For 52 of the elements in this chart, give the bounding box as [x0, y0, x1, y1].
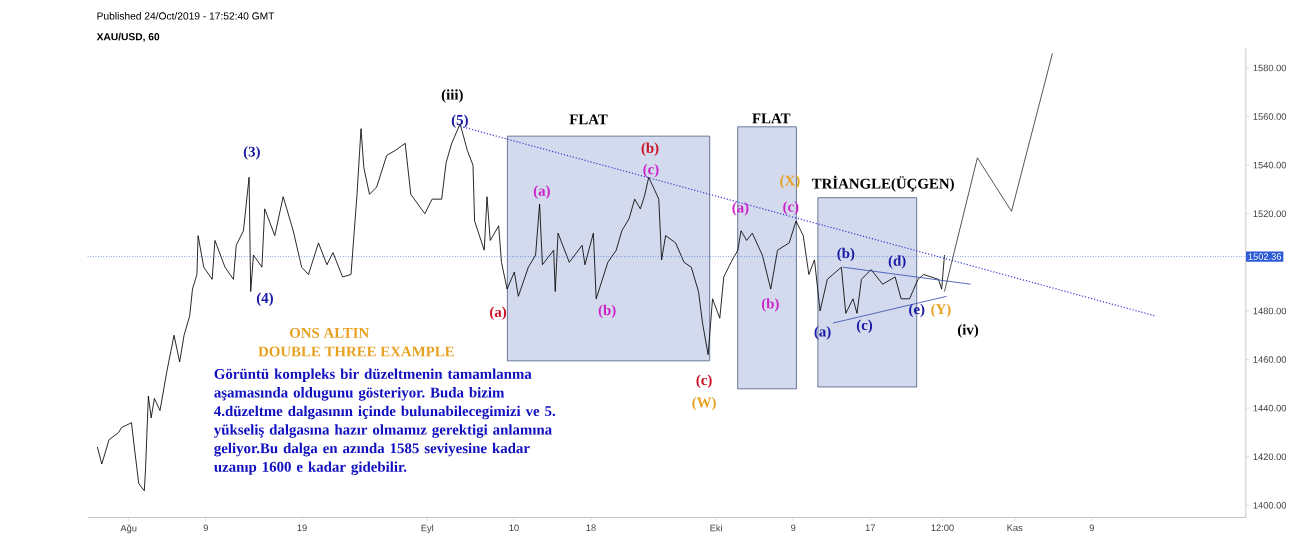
x-tick-label: Eki — [710, 524, 722, 532]
x-tick-label: 12:00 — [931, 524, 954, 532]
annotation: (c) — [696, 374, 712, 389]
annotation: (a) — [490, 306, 507, 321]
x-tick-label: 9 — [1089, 524, 1094, 532]
y-tick-label: 1460.00 — [1253, 356, 1287, 363]
x-tick-label: 10 — [509, 524, 519, 532]
y-tick-label: 1440.00 — [1253, 404, 1287, 412]
annotation: (4) — [256, 292, 273, 307]
annotation: (b) — [761, 298, 779, 312]
x-tick-label: 18 — [586, 524, 596, 532]
x-tick-label: 9 — [791, 524, 796, 532]
annotation: (b) — [641, 142, 659, 157]
annotation: (c) — [643, 163, 659, 178]
annotation: FLAT — [569, 114, 608, 125]
y-tick-label: 1420.00 — [1253, 453, 1287, 461]
y-tick-label: 1540.00 — [1253, 161, 1287, 169]
annotation: (iv) — [957, 324, 979, 338]
annotation: (e) — [909, 303, 925, 318]
y-tick-label: 1480.00 — [1253, 307, 1287, 315]
annotation: (W) — [692, 397, 716, 411]
x-tick-label: Eyl — [421, 524, 434, 534]
annotation: (a) — [814, 326, 831, 340]
annotation: (a) — [732, 202, 749, 216]
annotation: (b) — [837, 247, 855, 262]
x-tick-label: 19 — [297, 524, 307, 532]
x-tick-label: Ağu — [120, 524, 137, 534]
chart-title: XAU/USD, 60 — [96, 32, 160, 42]
x-tick-label: Kas — [1007, 524, 1023, 532]
annotation: TRİANGLE(ÜÇGEN) — [811, 175, 954, 192]
annotation: Görüntü kompleks bir düzeltmenin tamamlanma aşamasında oldugunu gösteriyor. Buda bizim 4.düzeltme dalgasının içinde bulunabilecegimizi ve 5. yükseliş dalgasına hazır olmamız gerektigi anlamına geliyor.Bu dalga en azında 1585 seviyesine kadar uzanıp 1600 e kadar gidebilir. — [213, 368, 556, 476]
annotation: (5) — [451, 114, 468, 129]
x-tick-label: 17 — [865, 524, 875, 531]
annotation: (b) — [598, 304, 616, 319]
chart-subtitle: Published 24/Oct/2019 - 17:52:40 GMT — [97, 12, 275, 20]
annotation: (a) — [533, 185, 550, 199]
annotation: (Y) — [931, 303, 951, 318]
annotation: (c) — [783, 201, 799, 215]
annotation: (c) — [856, 319, 873, 334]
y-tick-label: 1400.00 — [1253, 502, 1287, 509]
y-tick-label: 1560.00 — [1253, 113, 1287, 120]
y-tick-label: 1520.00 — [1253, 210, 1287, 218]
x-tick-label: 9 — [203, 524, 208, 532]
annotation: (iii) — [441, 89, 463, 103]
ref-line-label: 1502.36 — [1248, 253, 1282, 260]
annotation: ONS ALTIN — [289, 328, 370, 338]
annotation: (d) — [888, 255, 906, 269]
annotation: (3) — [243, 146, 260, 160]
annotation: (X) — [780, 175, 800, 189]
y-tick-label: 1580.00 — [1253, 64, 1287, 72]
annotation: DOUBLE THREE EXAMPLE — [258, 346, 454, 357]
annotation: FLAT — [752, 113, 791, 124]
